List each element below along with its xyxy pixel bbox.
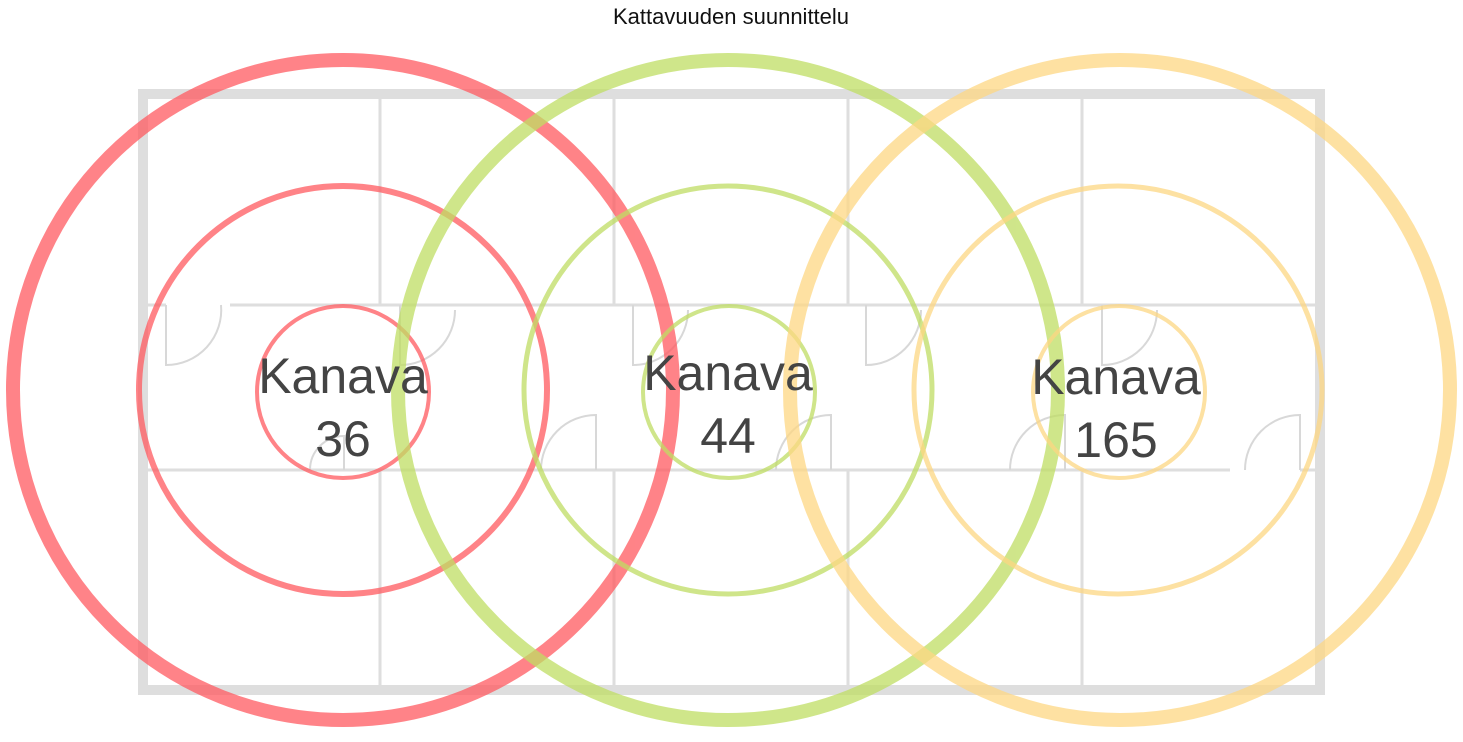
- outer-ring: [391, 53, 1065, 727]
- node-channel: 165: [1074, 412, 1157, 468]
- outer-ring: [783, 53, 1457, 727]
- title: Kattavuuden suunnittelu: [613, 4, 849, 29]
- coverage-red: [6, 53, 680, 727]
- inner-ring: [255, 304, 431, 480]
- node-channel: 44: [700, 408, 756, 464]
- node-label: Kanava: [1031, 349, 1201, 405]
- middle-ring: [136, 183, 550, 597]
- outer-ring: [6, 53, 680, 727]
- node-label: Kanava: [643, 345, 813, 401]
- middle-ring: [911, 183, 1325, 597]
- middle-ring: [521, 183, 935, 597]
- inner-ring: [641, 304, 817, 480]
- node-channel: 36: [315, 411, 371, 467]
- node-label: Kanava: [258, 348, 428, 404]
- doors: [165, 304, 1301, 471]
- inner-ring: [1031, 304, 1207, 480]
- coverage-yellow: [783, 53, 1457, 727]
- coverage-green: [391, 53, 1065, 727]
